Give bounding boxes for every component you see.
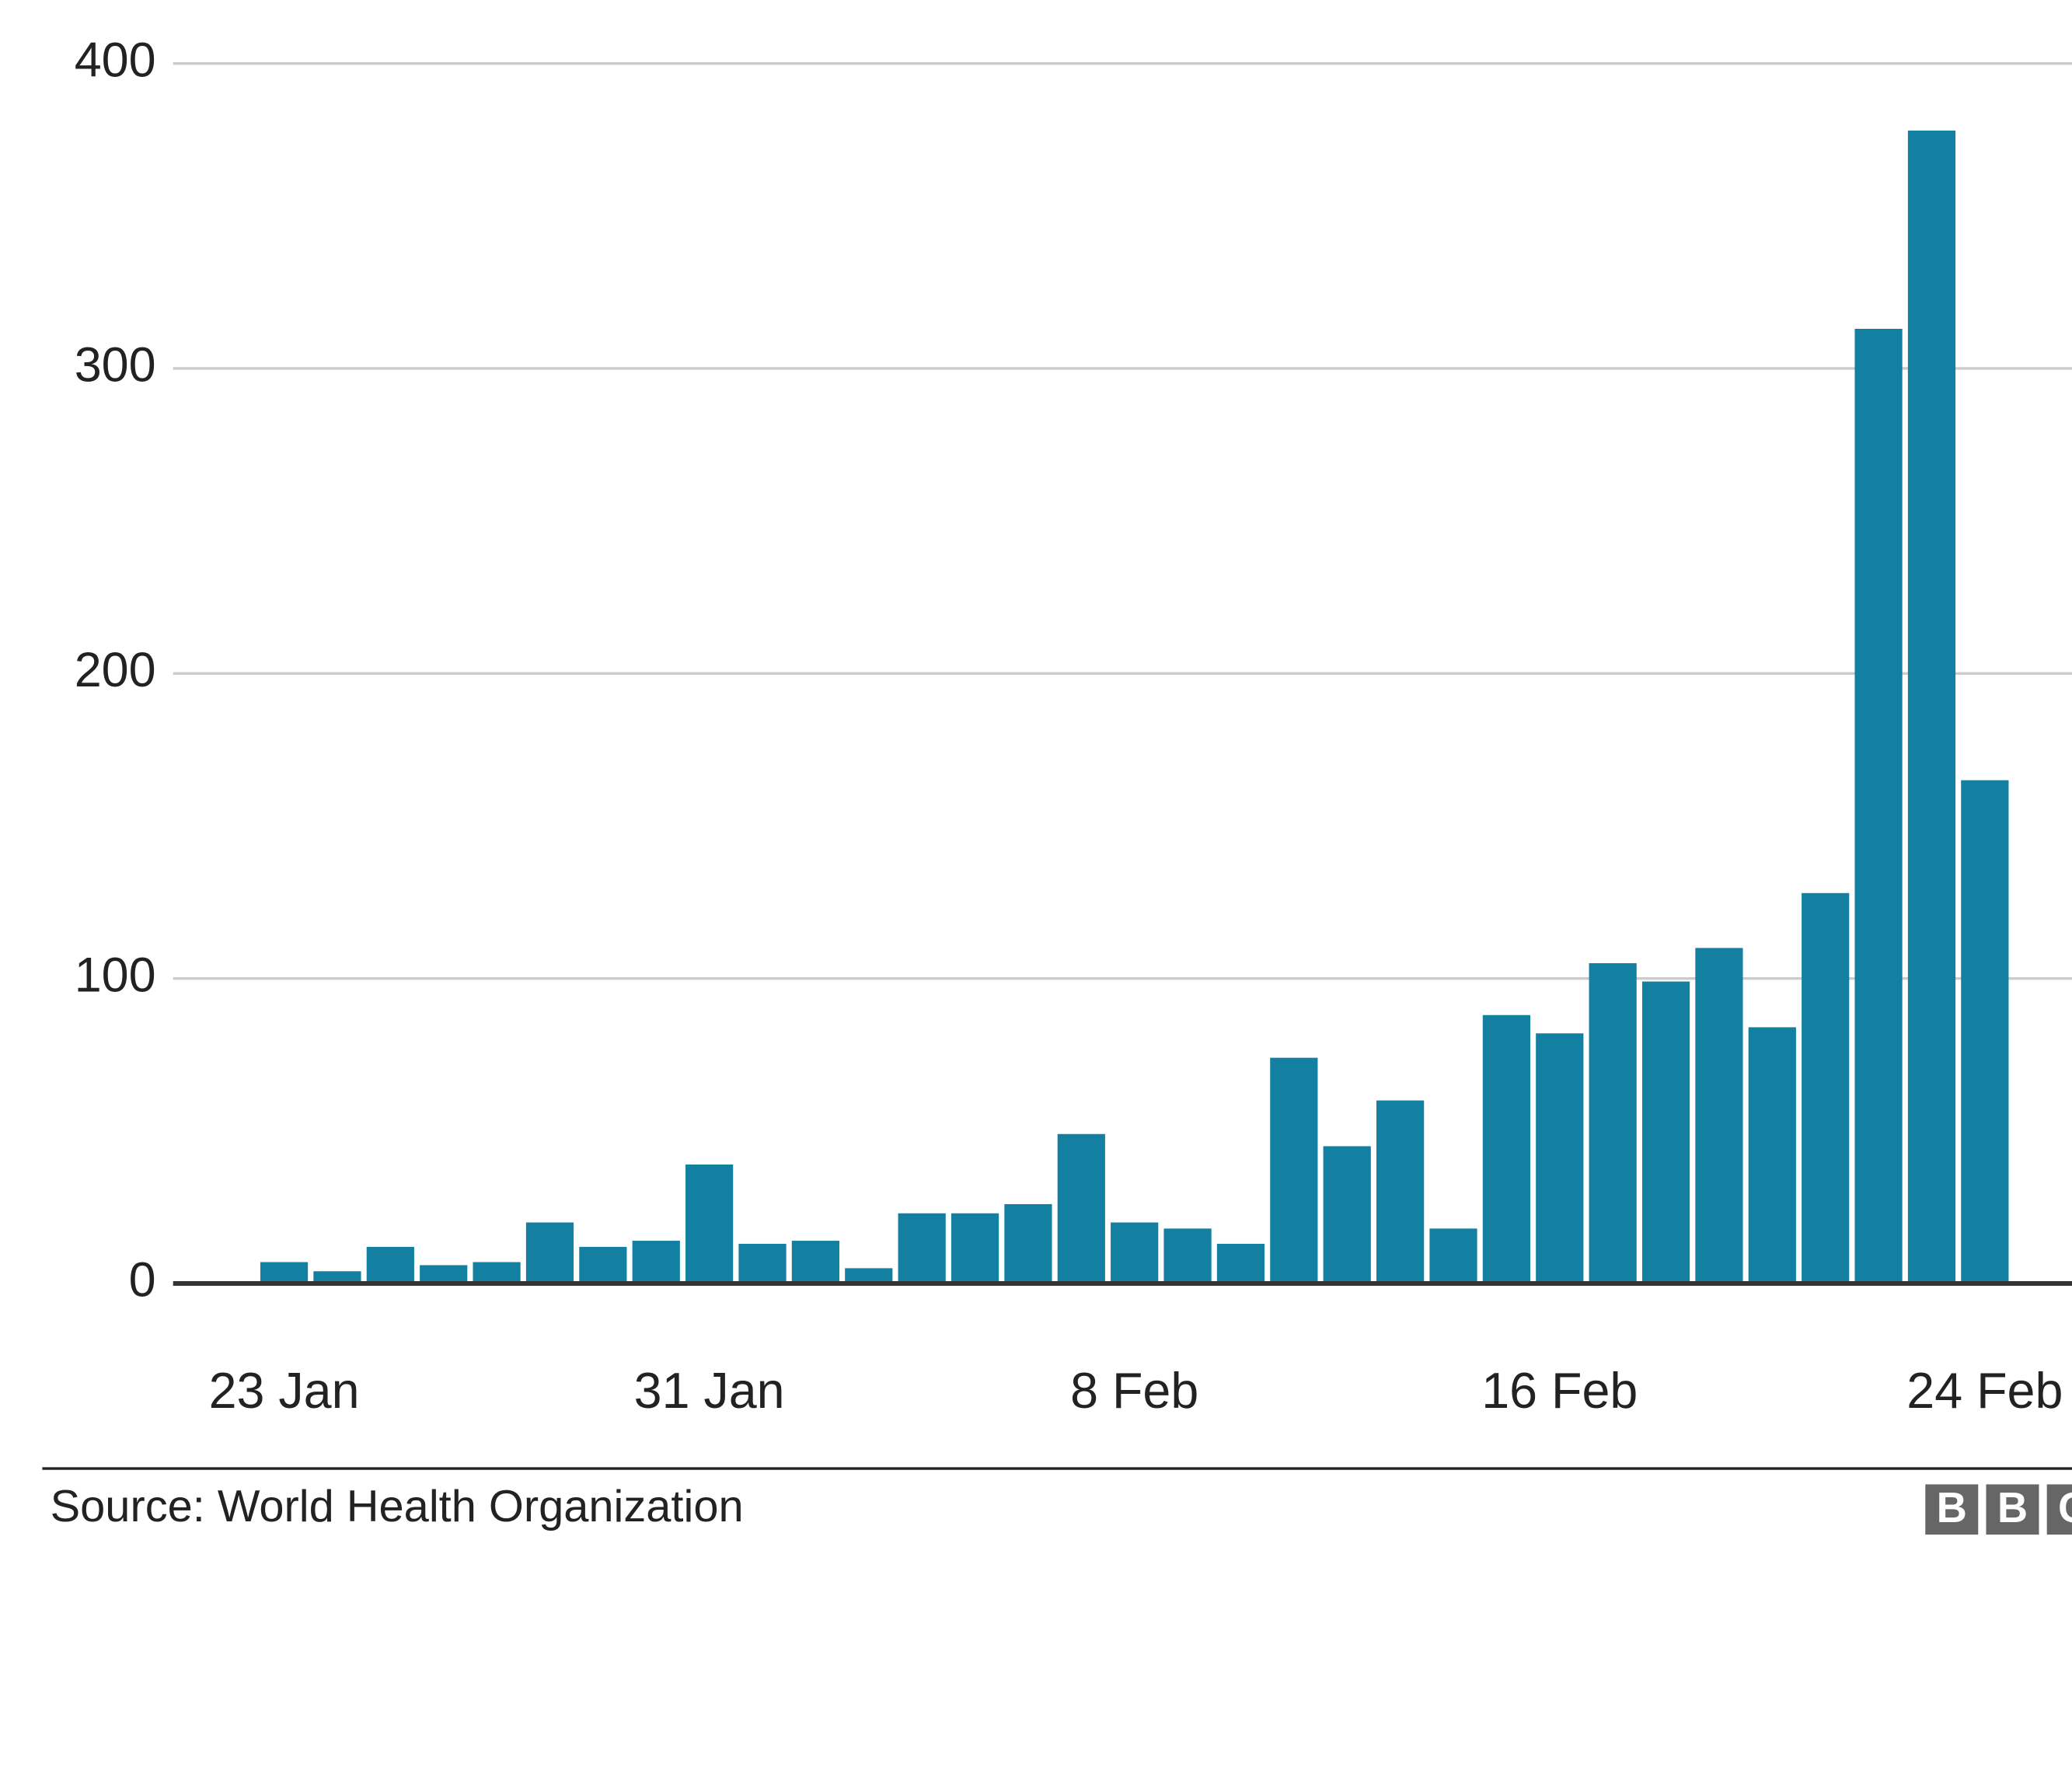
x-tick-label: 24 Feb [1906, 1363, 2063, 1419]
logo-letter: C [2058, 1484, 2072, 1531]
bar [1429, 1228, 1477, 1283]
bar [1536, 1033, 1584, 1283]
bar [1216, 1243, 1265, 1283]
bar [1163, 1228, 1212, 1283]
y-tick-label: 300 [75, 338, 156, 393]
y-tick-label: 0 [129, 1253, 156, 1308]
bar [1907, 130, 1956, 1283]
bar [1057, 1133, 1105, 1283]
bar [1376, 1100, 1425, 1283]
bar [313, 1271, 361, 1283]
bar [632, 1241, 680, 1283]
bar [473, 1262, 521, 1283]
bar [579, 1246, 627, 1283]
bar [685, 1164, 734, 1283]
bar [1323, 1146, 1371, 1283]
bar [1270, 1057, 1318, 1283]
bar [260, 1262, 309, 1283]
y-tick-label: 400 [75, 33, 156, 87]
bar [1004, 1203, 1052, 1283]
bar [1854, 328, 1903, 1283]
bar [525, 1222, 574, 1283]
bar [1482, 1014, 1530, 1283]
bar [1111, 1222, 1159, 1283]
bar [1748, 1027, 1796, 1283]
x-tick-label: 23 Jan [209, 1363, 360, 1419]
bar [738, 1243, 787, 1283]
y-tick-label: 100 [75, 948, 156, 1002]
bar [791, 1241, 840, 1283]
bar [1641, 981, 1690, 1283]
logo-letter: B [1997, 1484, 2028, 1531]
logo-box [1986, 1484, 2039, 1535]
bar [420, 1265, 468, 1283]
source-note: Source: World Health Organization [51, 1482, 744, 1531]
bar [898, 1213, 946, 1283]
bar [1961, 780, 2009, 1283]
y-tick-label: 200 [75, 643, 156, 697]
bar [1695, 948, 1743, 1283]
bar [951, 1213, 999, 1283]
bar [845, 1268, 893, 1283]
x-tick-label: 8 Feb [1070, 1363, 1198, 1419]
bar [1802, 892, 1850, 1283]
x-tick-label: 16 Feb [1481, 1363, 1638, 1419]
x-tick-label: 31 Jan [634, 1363, 785, 1419]
logo-letter: B [1937, 1484, 1967, 1531]
bar [366, 1246, 414, 1283]
logo-box [2046, 1484, 2072, 1535]
bar [1589, 963, 1637, 1283]
logo-box [1925, 1484, 1979, 1535]
